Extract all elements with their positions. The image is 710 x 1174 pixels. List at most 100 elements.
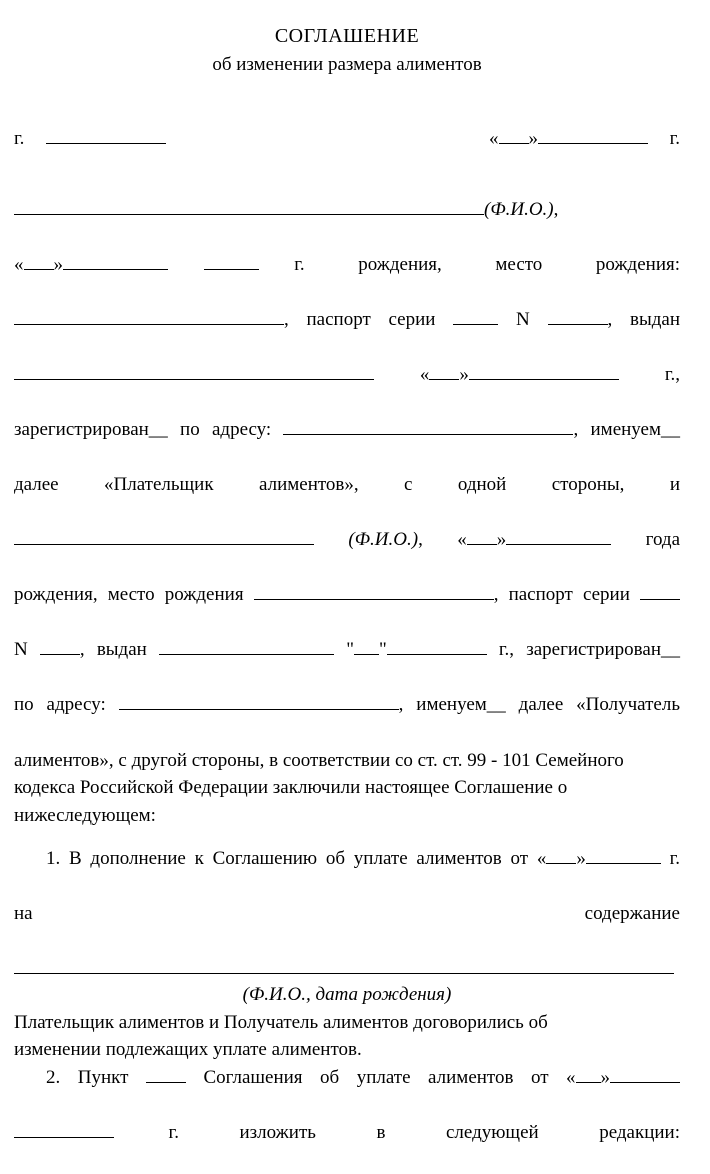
c2-day: [576, 1082, 601, 1083]
q6: »: [497, 529, 507, 550]
clause1-line4: Плательщик алиментов и Получатель алимен…: [14, 1009, 680, 1037]
c1d: Плательщик алиментов и Получатель алимен…: [14, 1012, 548, 1033]
document-page: СОГЛАШЕНИЕ об изменении размера алименто…: [0, 0, 710, 681]
c1-month: [586, 863, 661, 864]
dq2: ": [379, 639, 387, 660]
fio-dob-label: (Ф.И.О., дата рождения): [14, 981, 680, 1009]
birthplace2-label: рождения, место рождения: [14, 584, 244, 605]
c1-g: г.: [670, 848, 680, 869]
fio-label-2: (Ф.И.О.): [348, 529, 418, 550]
passport-series-label: , паспорт серии: [284, 309, 435, 330]
party2-text: алиментов», с другой стороны, в соответс…: [14, 750, 624, 771]
dq1: ": [346, 639, 354, 660]
issued2-month-blank: [387, 654, 487, 655]
year-suffix: г.: [670, 128, 680, 149]
recipient-name-blank: [14, 544, 314, 545]
date-quote-close: »: [529, 128, 539, 149]
issued-g: г.,: [665, 364, 680, 385]
q3: «: [420, 364, 430, 385]
c1c: содержание: [585, 903, 680, 924]
payer-birth-line: « » г. рождения, место рождения:: [14, 251, 680, 306]
n-label-2: N: [14, 639, 28, 660]
recipient-birthplace-blank: [254, 599, 494, 600]
clause1-line1: 1. В дополнение к Соглашению об уплате а…: [14, 845, 680, 900]
q4: »: [459, 364, 469, 385]
clause2-line2: г. изложить в следующей редакции:: [14, 1119, 680, 1174]
issued2-label: , выдан: [80, 639, 147, 660]
c2c: г. изложить в следующей редакции:: [169, 1122, 680, 1143]
registered-label: зарегистрирован__ по адресу:: [14, 419, 271, 440]
payer-year-blank: [204, 269, 259, 270]
doc-subtitle: об изменении размера алиментов: [14, 51, 680, 79]
payer-month-blank: [63, 269, 168, 270]
fio-label-1: (Ф.И.О.): [484, 199, 554, 220]
q2: »: [54, 254, 64, 275]
payer-issued-line: « » г.,: [14, 361, 680, 416]
n-label: N: [516, 309, 530, 330]
c1-day: [546, 863, 576, 864]
q8: »: [601, 1067, 611, 1088]
recipient-birth-line: рождения, место рождения , паспорт серии: [14, 581, 680, 636]
q7: »: [576, 848, 586, 869]
issued-label: , выдан: [608, 309, 681, 330]
year-birth-label: года: [646, 529, 680, 550]
recipient-month-blank: [506, 544, 611, 545]
month-blank: [538, 143, 648, 144]
passport-series-blank: [453, 324, 498, 325]
payer-fio-line: (Ф.И.О.),: [14, 196, 680, 251]
passport-series2-label: , паспорт серии: [494, 584, 630, 605]
recipient-address-line: по адресу: , именуем__ далее «Получатель: [14, 691, 680, 746]
clause2-line1: 2. Пункт Соглашения об уплате алиментов …: [14, 1064, 680, 1119]
party2c-text: нижеследующем:: [14, 805, 156, 826]
c2-punkt-blank: [146, 1082, 186, 1083]
issued-month-blank: [469, 379, 619, 380]
c2b: Соглашения об уплате алиментов от «: [203, 1067, 575, 1088]
recipient-passport-line: N , выдан " " г., зарегистрирован__: [14, 636, 680, 691]
clause1-line3: [14, 955, 680, 983]
recipient-day-blank: [467, 544, 497, 545]
city-blank: [46, 143, 166, 144]
recipient-party-line3: нижеследующем:: [14, 802, 680, 830]
birth-label: г. рождения, место рождения:: [294, 254, 680, 275]
issued-by-blank: [14, 379, 374, 380]
c2a: 2. Пункт: [46, 1067, 128, 1088]
c2-year-blank: [14, 1137, 114, 1138]
registered2-label: г., зарегистрирован__: [499, 639, 680, 660]
recipient-n-blank: [40, 654, 80, 655]
c1b: на: [14, 903, 33, 924]
recipient-party-line1: алиментов», с другой стороны, в соответс…: [14, 747, 680, 775]
date-quote-open: «: [489, 128, 499, 149]
doc-title: СОГЛАШЕНИЕ: [14, 22, 680, 51]
payer-name-blank: [14, 214, 484, 215]
day-blank: [499, 143, 529, 144]
c1a: 1. В дополнение к Соглашению об уплате а…: [46, 848, 546, 869]
party1-text: далее «Плательщик алиментов», с одной ст…: [14, 474, 680, 495]
c1e: изменении подлежащих уплате алиментов.: [14, 1039, 362, 1060]
payer-passport-line: , паспорт серии N , выдан: [14, 306, 680, 361]
recipient-party-line2: кодекса Российской Федерации заключили н…: [14, 774, 680, 802]
passport-n-blank: [548, 324, 608, 325]
payer-party-line: далее «Плательщик алиментов», с одной ст…: [14, 471, 680, 526]
recipient-series-blank: [640, 599, 680, 600]
payer-address-line: зарегистрирован__ по адресу: , именуем__: [14, 416, 680, 471]
payer-address-blank: [283, 434, 573, 435]
clause1-line5: изменении подлежащих уплате алиментов.: [14, 1036, 680, 1064]
q1: «: [14, 254, 24, 275]
named2-label: , именуем__ далее «Получатель: [399, 694, 680, 715]
payer-birthplace-blank: [14, 324, 284, 325]
clause1-line2: на содержание: [14, 900, 680, 955]
q5: «: [457, 529, 467, 550]
party2b-text: кодекса Российской Федерации заключили н…: [14, 777, 567, 798]
payer-day-blank: [24, 269, 54, 270]
child-blank: [14, 973, 674, 974]
recipient-fio-line: (Ф.И.О.), «» года: [14, 526, 680, 581]
at-address-label: по адресу:: [14, 694, 106, 715]
issued-day-blank: [429, 379, 459, 380]
named-label: , именуем__: [573, 419, 680, 440]
c2-month: [610, 1082, 680, 1083]
city-date-line: г. « » г.: [14, 125, 680, 180]
issued2-blank: [159, 654, 334, 655]
issued2-day-blank: [354, 654, 379, 655]
city-prefix: г.: [14, 128, 24, 149]
recipient-address-blank: [119, 709, 399, 710]
